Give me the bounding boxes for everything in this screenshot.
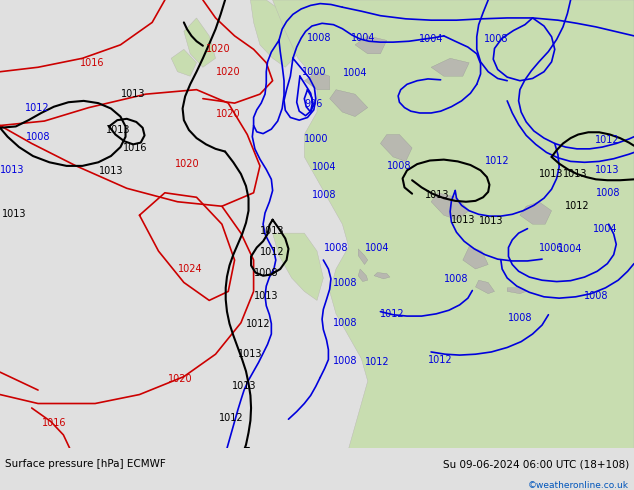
Polygon shape bbox=[431, 193, 469, 220]
Text: 1013: 1013 bbox=[451, 215, 475, 225]
Polygon shape bbox=[520, 202, 552, 224]
Polygon shape bbox=[431, 58, 469, 76]
Polygon shape bbox=[330, 90, 368, 117]
Text: 1008: 1008 bbox=[597, 188, 621, 198]
Text: 1004: 1004 bbox=[559, 244, 583, 254]
Polygon shape bbox=[358, 269, 368, 282]
Text: 1020: 1020 bbox=[169, 374, 193, 384]
Text: 1000: 1000 bbox=[302, 67, 326, 77]
Text: 1013: 1013 bbox=[121, 89, 145, 99]
Text: 1004: 1004 bbox=[351, 33, 375, 43]
Text: 1008: 1008 bbox=[313, 190, 337, 200]
Text: 1016: 1016 bbox=[123, 143, 147, 153]
Text: Surface pressure [hPa] ECMWF: Surface pressure [hPa] ECMWF bbox=[5, 459, 166, 469]
Text: 1008: 1008 bbox=[333, 318, 358, 328]
Text: 1013: 1013 bbox=[595, 165, 619, 175]
Text: 1012: 1012 bbox=[565, 201, 589, 211]
Text: 1013: 1013 bbox=[425, 190, 450, 200]
Polygon shape bbox=[355, 36, 387, 54]
Polygon shape bbox=[463, 246, 488, 269]
Text: 1013: 1013 bbox=[479, 216, 503, 225]
Text: 1008: 1008 bbox=[324, 243, 348, 253]
Text: 1013: 1013 bbox=[2, 209, 26, 220]
Text: 1008: 1008 bbox=[307, 33, 331, 43]
Text: 1008: 1008 bbox=[484, 34, 508, 45]
Polygon shape bbox=[342, 4, 399, 31]
Text: 1020: 1020 bbox=[175, 159, 199, 169]
Text: Su 09-06-2024 06:00 UTC (18+108): Su 09-06-2024 06:00 UTC (18+108) bbox=[443, 459, 629, 469]
Text: 1012: 1012 bbox=[429, 355, 453, 365]
Text: 1012: 1012 bbox=[380, 309, 404, 319]
Text: 1006: 1006 bbox=[540, 243, 564, 253]
Text: 1012: 1012 bbox=[25, 102, 49, 113]
Polygon shape bbox=[171, 49, 197, 76]
Text: 1013: 1013 bbox=[238, 349, 262, 359]
Text: 1008: 1008 bbox=[584, 291, 608, 301]
Text: 1008: 1008 bbox=[387, 161, 411, 171]
Polygon shape bbox=[476, 280, 495, 294]
Text: 1012: 1012 bbox=[486, 156, 510, 167]
Text: 1004: 1004 bbox=[313, 162, 337, 172]
Polygon shape bbox=[184, 18, 216, 67]
Polygon shape bbox=[304, 72, 330, 90]
Text: 1004: 1004 bbox=[365, 243, 389, 253]
Text: 1020: 1020 bbox=[216, 109, 240, 120]
Polygon shape bbox=[358, 249, 368, 265]
Text: 1008: 1008 bbox=[26, 132, 50, 142]
Text: 1024: 1024 bbox=[178, 264, 202, 274]
Text: 1016: 1016 bbox=[42, 418, 66, 428]
Text: 1008: 1008 bbox=[508, 313, 532, 323]
Text: 1008: 1008 bbox=[254, 269, 278, 278]
Text: 1000: 1000 bbox=[304, 134, 328, 144]
Text: 1004: 1004 bbox=[593, 223, 618, 234]
Text: 1012: 1012 bbox=[219, 413, 243, 423]
Polygon shape bbox=[250, 0, 298, 67]
Polygon shape bbox=[273, 233, 323, 300]
Text: 1013: 1013 bbox=[261, 226, 285, 236]
Text: 1008: 1008 bbox=[444, 274, 469, 284]
Text: 1008: 1008 bbox=[333, 278, 358, 288]
Text: 1016: 1016 bbox=[80, 58, 104, 68]
Text: 1020: 1020 bbox=[207, 44, 231, 54]
Text: 1013: 1013 bbox=[564, 169, 588, 179]
Polygon shape bbox=[507, 288, 526, 294]
Text: 1004: 1004 bbox=[343, 68, 367, 77]
Polygon shape bbox=[374, 272, 390, 279]
Text: 1013: 1013 bbox=[232, 381, 256, 391]
Text: 1012: 1012 bbox=[365, 357, 389, 368]
Polygon shape bbox=[380, 135, 412, 161]
Text: 996: 996 bbox=[305, 99, 323, 109]
Polygon shape bbox=[273, 0, 634, 448]
Text: 1012: 1012 bbox=[595, 135, 619, 145]
Text: 1013: 1013 bbox=[99, 166, 123, 176]
Text: 1012: 1012 bbox=[247, 318, 271, 329]
Text: ©weatheronline.co.uk: ©weatheronline.co.uk bbox=[528, 481, 629, 490]
Text: 1012: 1012 bbox=[261, 247, 285, 257]
Text: 1008: 1008 bbox=[333, 356, 358, 366]
Text: 1020: 1020 bbox=[216, 67, 240, 77]
Text: 1013: 1013 bbox=[107, 125, 131, 135]
Text: 1013: 1013 bbox=[540, 169, 564, 179]
Text: 1013: 1013 bbox=[1, 165, 25, 175]
Text: 1013: 1013 bbox=[254, 291, 278, 301]
Text: 1004: 1004 bbox=[419, 34, 443, 45]
